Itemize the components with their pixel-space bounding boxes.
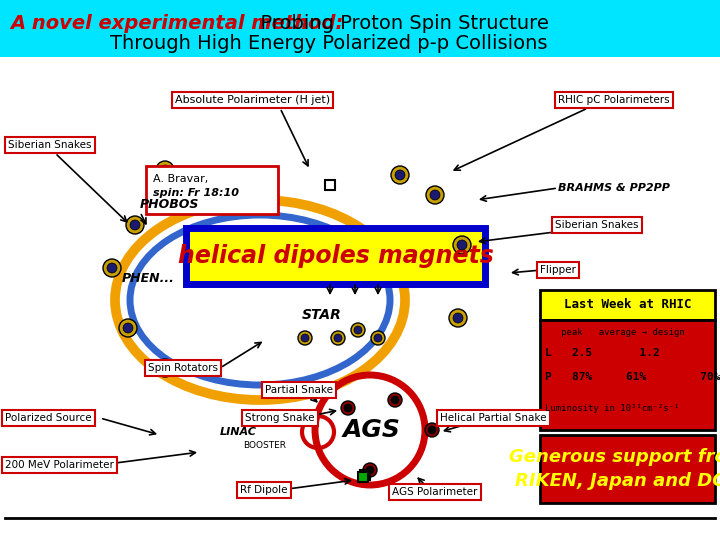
Text: Probing Proton Spin Structure: Probing Proton Spin Structure: [248, 14, 549, 33]
Circle shape: [351, 323, 365, 337]
Circle shape: [334, 334, 342, 342]
Circle shape: [363, 463, 377, 477]
Text: Helical Partial Snake: Helical Partial Snake: [440, 413, 546, 423]
Text: Last Week at RHIC: Last Week at RHIC: [564, 299, 691, 312]
Text: helical dipoles magnets: helical dipoles magnets: [178, 244, 493, 268]
Circle shape: [391, 396, 399, 404]
Circle shape: [388, 393, 402, 407]
FancyBboxPatch shape: [146, 166, 278, 214]
Text: RHIC pC Polarimeters: RHIC pC Polarimeters: [558, 95, 670, 105]
Text: A novel experimental method:: A novel experimental method:: [10, 14, 343, 33]
Text: Strong Snake: Strong Snake: [245, 413, 315, 423]
Text: Rf Dipole: Rf Dipole: [240, 485, 287, 495]
Circle shape: [366, 466, 374, 474]
Bar: [0, 57, 720, 510]
Bar: [360, 470, 370, 480]
Circle shape: [428, 426, 436, 434]
Circle shape: [160, 363, 170, 373]
Circle shape: [457, 240, 467, 250]
Bar: [540, 435, 715, 503]
Circle shape: [130, 220, 140, 230]
Circle shape: [391, 166, 409, 184]
Circle shape: [374, 334, 382, 342]
Bar: [358, 472, 368, 482]
Text: AGS Polarimeter: AGS Polarimeter: [392, 487, 477, 497]
Circle shape: [119, 319, 137, 337]
Circle shape: [453, 313, 463, 323]
Circle shape: [449, 309, 467, 327]
Text: Through High Energy Polarized p-p Collisions: Through High Energy Polarized p-p Collis…: [110, 34, 547, 53]
Text: Luminosity in 10³¹cm⁻²s⁻¹: Luminosity in 10³¹cm⁻²s⁻¹: [545, 404, 680, 413]
Circle shape: [430, 190, 440, 200]
Circle shape: [103, 259, 121, 277]
Circle shape: [453, 236, 471, 254]
Text: Partial Snake: Partial Snake: [265, 385, 333, 395]
Circle shape: [426, 186, 444, 204]
Text: LINAC: LINAC: [220, 427, 257, 437]
Text: 200 MeV Polarimeter: 200 MeV Polarimeter: [5, 460, 114, 470]
Text: P   87%     61%        70%: P 87% 61% 70%: [545, 372, 720, 382]
Circle shape: [341, 401, 355, 415]
Circle shape: [331, 331, 345, 345]
Text: A. Bravar,: A. Bravar,: [153, 174, 208, 184]
Circle shape: [344, 404, 352, 412]
Text: BRAHMS & PP2PP: BRAHMS & PP2PP: [558, 183, 670, 193]
Circle shape: [371, 331, 385, 345]
Text: peak   average → design: peak average → design: [545, 328, 685, 337]
Bar: [540, 320, 715, 430]
Text: Flipper: Flipper: [540, 265, 576, 275]
Text: PHEN...: PHEN...: [122, 272, 175, 285]
Text: spin: Fr 18:10: spin: Fr 18:10: [153, 188, 239, 198]
Circle shape: [298, 331, 312, 345]
Text: STAR: STAR: [302, 308, 342, 322]
Circle shape: [156, 359, 174, 377]
Text: AGS: AGS: [343, 418, 401, 442]
Bar: [540, 290, 715, 320]
Circle shape: [126, 216, 144, 234]
Text: BOOSTER: BOOSTER: [243, 442, 286, 450]
Circle shape: [425, 423, 439, 437]
Text: Siberian Snakes: Siberian Snakes: [555, 220, 639, 230]
Text: Polarized Source: Polarized Source: [5, 413, 91, 423]
Text: Absolute Polarimeter (H jet): Absolute Polarimeter (H jet): [175, 95, 330, 105]
Text: Spin Rotators: Spin Rotators: [148, 363, 218, 373]
Circle shape: [354, 326, 362, 334]
Text: Generous support from
RIKEN, Japan and DOE: Generous support from RIKEN, Japan and D…: [509, 448, 720, 490]
Circle shape: [301, 334, 309, 342]
FancyBboxPatch shape: [186, 228, 485, 284]
Circle shape: [123, 323, 133, 333]
Bar: [325, 180, 335, 190]
Circle shape: [156, 161, 174, 179]
Text: Siberian Snakes: Siberian Snakes: [8, 140, 91, 150]
Text: PHOBOS: PHOBOS: [140, 199, 199, 212]
Bar: [0, 510, 720, 540]
Text: L   2.5       1.2         6.0: L 2.5 1.2 6.0: [545, 348, 720, 358]
Circle shape: [160, 165, 170, 175]
Circle shape: [107, 263, 117, 273]
Circle shape: [395, 170, 405, 180]
